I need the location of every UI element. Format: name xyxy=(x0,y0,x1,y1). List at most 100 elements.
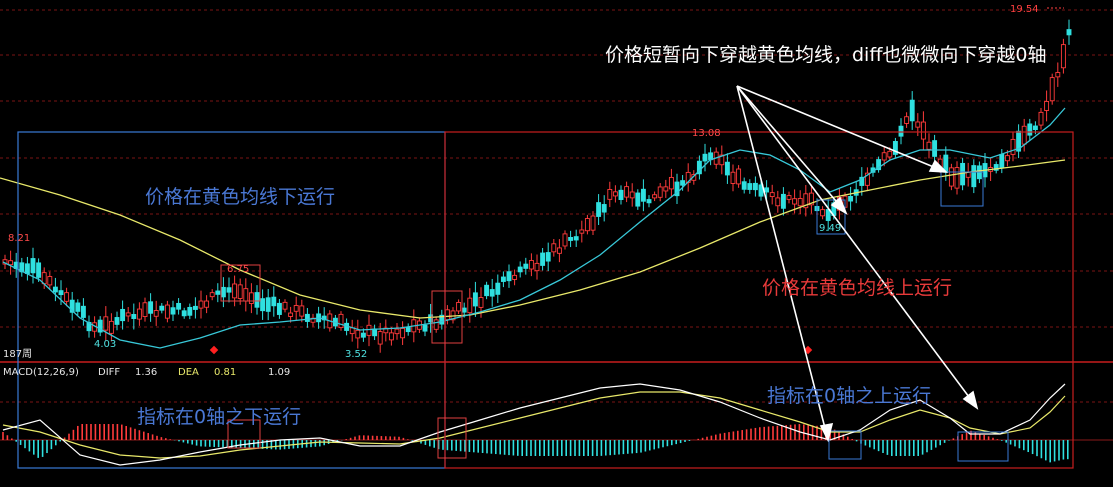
price-label-675: 6.75 xyxy=(227,264,249,275)
candle xyxy=(573,236,579,241)
candle xyxy=(629,191,635,199)
candle xyxy=(444,309,450,321)
candle xyxy=(993,164,999,171)
candle xyxy=(523,263,529,269)
candle xyxy=(674,181,680,197)
highlight-box-macd-cross xyxy=(437,417,467,459)
candle xyxy=(792,198,798,205)
candle xyxy=(892,141,898,155)
candle xyxy=(864,172,870,186)
candle xyxy=(607,189,613,200)
candle xyxy=(1004,155,1010,162)
candle xyxy=(366,324,372,336)
marker-diamond-1 xyxy=(209,345,219,355)
candle xyxy=(859,176,865,186)
period-label: 187周 xyxy=(3,348,32,360)
candle xyxy=(506,271,512,282)
candle xyxy=(904,116,910,124)
candle xyxy=(97,319,103,333)
candle xyxy=(461,307,467,313)
candle xyxy=(534,262,540,272)
candle xyxy=(136,308,142,320)
price-label-1308: 13.08 xyxy=(692,128,721,139)
annotation-below-zero: 指标在0轴之下运行 xyxy=(137,406,302,428)
candle xyxy=(47,276,53,286)
candle xyxy=(495,282,501,295)
candle xyxy=(786,195,792,200)
candle xyxy=(36,262,42,278)
candle xyxy=(164,304,170,319)
macd-dea-label: DEA xyxy=(178,367,199,378)
candle xyxy=(153,310,159,317)
candle xyxy=(926,141,932,150)
candle xyxy=(668,176,674,190)
candle xyxy=(887,150,893,158)
candle xyxy=(232,283,238,299)
red-region-frame xyxy=(444,131,1074,469)
candle xyxy=(741,181,747,190)
candle xyxy=(299,305,305,317)
candle xyxy=(1055,72,1061,78)
price-label-352: 3.52 xyxy=(345,349,367,360)
highlight-box-cross xyxy=(431,290,463,344)
candle xyxy=(422,324,428,332)
candle xyxy=(971,165,977,188)
candle xyxy=(170,307,176,315)
candle xyxy=(209,292,215,298)
candle xyxy=(148,301,154,314)
candle xyxy=(439,314,445,325)
candle xyxy=(512,274,518,280)
candle xyxy=(747,183,753,190)
candle xyxy=(769,192,775,198)
candle xyxy=(388,332,394,341)
candle xyxy=(271,296,277,307)
candle xyxy=(24,263,30,275)
candle xyxy=(932,140,938,157)
candle xyxy=(652,194,658,199)
candle xyxy=(1049,77,1055,102)
candle xyxy=(405,327,411,333)
candle xyxy=(243,288,249,302)
candle xyxy=(657,186,663,198)
macd-dea-value: 0.81 xyxy=(214,367,236,378)
candle xyxy=(467,297,473,314)
candle xyxy=(377,331,383,345)
candle xyxy=(8,260,14,266)
candle xyxy=(1032,125,1038,131)
candle xyxy=(276,302,282,315)
candle xyxy=(2,259,8,265)
candle xyxy=(52,286,58,293)
candle xyxy=(540,252,546,266)
candle xyxy=(304,313,310,322)
candle xyxy=(545,252,551,262)
candle xyxy=(1038,111,1044,126)
candle xyxy=(265,297,271,312)
candles xyxy=(2,19,1072,353)
candle xyxy=(702,153,708,162)
candle xyxy=(1066,29,1072,36)
candle xyxy=(680,180,686,186)
highlight-box-949 xyxy=(816,199,846,235)
candle xyxy=(663,186,669,192)
candle xyxy=(808,192,814,206)
candle xyxy=(601,204,607,213)
candle xyxy=(282,301,288,310)
candle xyxy=(775,197,781,207)
candle xyxy=(355,329,361,339)
candle xyxy=(226,287,232,293)
candle xyxy=(1060,44,1066,69)
candle xyxy=(1021,125,1027,145)
annotation-below-ma: 价格在黄色均线下运行 xyxy=(145,186,336,208)
candle xyxy=(646,199,652,204)
price-label-949: 9.49 xyxy=(819,223,841,234)
candle xyxy=(433,319,439,330)
candle xyxy=(484,284,490,297)
candle xyxy=(58,290,64,296)
highlight-box-macd-dip1 xyxy=(828,430,862,460)
price-label-403: 4.03 xyxy=(94,339,116,350)
candle xyxy=(797,198,803,207)
ma-short-cyan-line xyxy=(2,107,1066,349)
candle xyxy=(635,192,641,207)
price-label-821: 8.21 xyxy=(8,233,30,244)
